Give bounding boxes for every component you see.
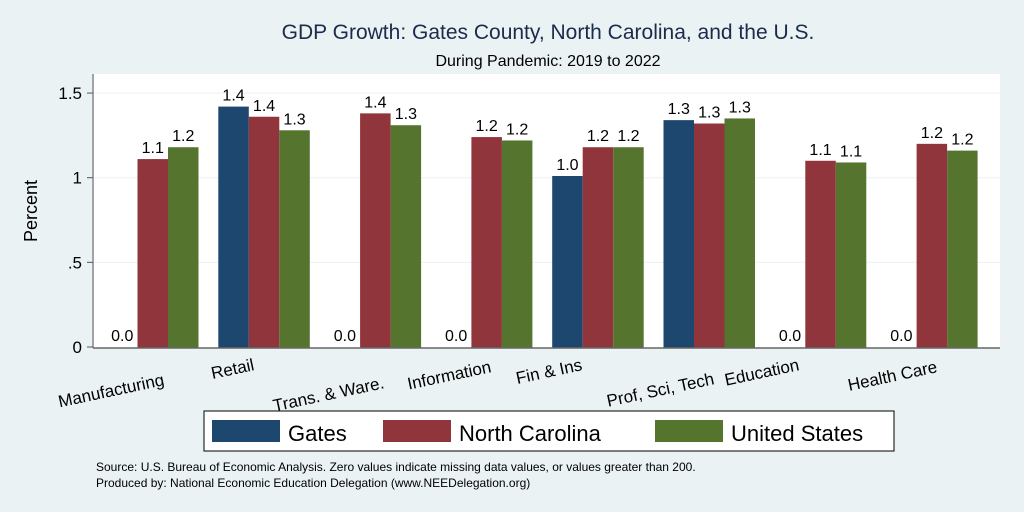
data-label: 1.2 — [587, 128, 609, 145]
bar-united-states — [835, 162, 867, 348]
category-label: Manufacturing — [57, 370, 166, 411]
data-label: 1.4 — [364, 94, 386, 111]
bar-gates — [552, 176, 583, 348]
data-label: 1.3 — [283, 111, 305, 128]
category-label: Education — [723, 355, 801, 389]
data-label: 1.3 — [395, 106, 417, 123]
legend-label: North Carolina — [459, 421, 602, 446]
data-label: 1.3 — [668, 101, 690, 118]
data-label: 1.1 — [809, 142, 831, 159]
bar-united-states — [501, 140, 533, 348]
data-label: 1.2 — [951, 132, 973, 149]
y-tick-label: 0 — [73, 338, 82, 357]
data-label: 0.0 — [890, 328, 912, 345]
bar-north-carolina — [360, 113, 391, 348]
data-label: 1.2 — [617, 128, 639, 145]
data-label: 0.0 — [334, 328, 356, 345]
y-tick-label: 1 — [73, 169, 82, 188]
category-label: Fin & Ins — [514, 355, 584, 388]
data-label: 0.0 — [111, 328, 133, 345]
data-label: 1.2 — [172, 128, 194, 145]
bar-north-carolina — [805, 160, 836, 348]
legend — [203, 410, 895, 452]
legend-swatch-united-states — [655, 420, 723, 442]
bar-united-states — [947, 150, 978, 348]
bar-north-carolina — [916, 143, 948, 348]
category-label: Information — [406, 357, 493, 393]
data-label: 1.3 — [698, 105, 720, 122]
bar-united-states — [390, 125, 422, 348]
data-label: 1.1 — [142, 140, 164, 157]
bar-north-carolina — [694, 123, 725, 348]
data-label: 1.2 — [921, 125, 943, 142]
data-label: 1.4 — [253, 98, 275, 115]
bar-united-states — [613, 147, 644, 348]
data-label: 1.4 — [222, 88, 244, 105]
y-axis-label: Percent — [21, 180, 41, 242]
bar-north-carolina — [582, 147, 614, 348]
bar-north-carolina — [471, 137, 502, 348]
chart-title: GDP Growth: Gates County, North Carolina… — [282, 21, 815, 44]
source-note: Source: U.S. Bureau of Economic Analysis… — [96, 460, 696, 474]
y-tick-label: .5 — [68, 253, 82, 272]
data-label: 1.1 — [840, 143, 862, 160]
data-label: 1.3 — [729, 99, 751, 116]
legend-swatch-north-carolina — [383, 420, 451, 442]
category-label: Trans. & Ware. — [271, 373, 386, 415]
producer-note: Produced by: National Economic Education… — [96, 476, 530, 490]
legend-label: Gates — [288, 421, 347, 446]
bar-north-carolina — [137, 159, 168, 348]
category-label: Prof, Sci, Tech — [605, 369, 716, 410]
data-label: 1.2 — [506, 121, 528, 138]
data-label: 0.0 — [445, 328, 467, 345]
data-label: 1.0 — [556, 157, 578, 174]
y-tick-label: 1.5 — [58, 84, 82, 103]
chart-subtitle: During Pandemic: 2019 to 2022 — [435, 53, 660, 70]
category-label: Health Care — [846, 357, 939, 394]
bar-north-carolina — [248, 116, 280, 348]
data-label: 1.2 — [476, 118, 498, 135]
bar-united-states — [168, 147, 199, 348]
bar-gates — [663, 120, 694, 348]
bar-gates — [218, 106, 249, 349]
legend-swatch-gates — [212, 420, 280, 442]
data-label: 0.0 — [779, 328, 801, 345]
legend-label: United States — [731, 421, 863, 446]
bar-united-states — [724, 118, 755, 348]
bar-united-states — [279, 130, 310, 348]
category-label: Retail — [209, 355, 255, 383]
